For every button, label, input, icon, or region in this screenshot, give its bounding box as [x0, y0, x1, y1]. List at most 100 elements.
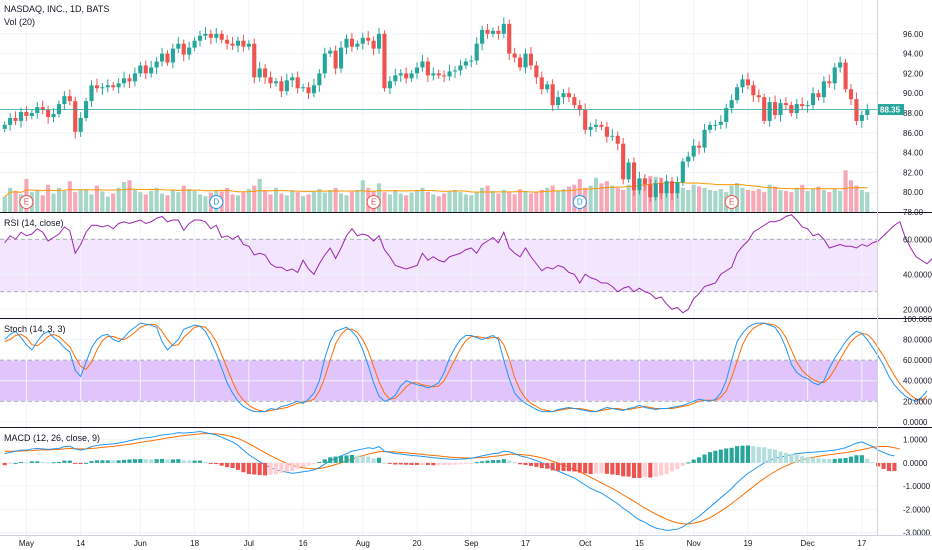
candle-body [301, 87, 306, 89]
candle-body [409, 73, 414, 79]
macd-hist-bar [176, 459, 181, 463]
candle-body [149, 67, 154, 74]
candle-body [854, 99, 859, 121]
candle-body [197, 35, 203, 41]
volume-bar [642, 182, 647, 212]
macd-hist-bar [452, 462, 458, 465]
macd-hist-bar [599, 462, 604, 474]
macd-hist-bar [208, 462, 213, 464]
candle-body [626, 162, 631, 180]
macd-hist-bar [78, 462, 83, 465]
macd-hist-bar [35, 461, 40, 463]
macd-hist-bar [697, 457, 702, 463]
candle-body [192, 40, 197, 48]
macd-hist-bar [263, 462, 268, 476]
dividend-badge[interactable]: D [209, 195, 224, 209]
candle-body [794, 104, 799, 113]
candle-body [485, 29, 490, 34]
volume-bar [322, 192, 327, 212]
macd-hist-bar [67, 460, 72, 463]
candle-body [328, 50, 333, 54]
candle-body [56, 104, 62, 114]
volume-bar [100, 191, 105, 212]
macd-hist-bar [333, 456, 338, 463]
volume-bar [263, 190, 268, 212]
candle-body [8, 117, 13, 125]
macd-hist-bar [485, 460, 490, 463]
macd-hist-bar [637, 462, 642, 479]
candle-body [545, 84, 550, 90]
candle-body [675, 182, 680, 194]
macd-hist-bar [702, 454, 707, 463]
macd-tick-label: -2.0000 [903, 505, 931, 514]
earnings-badge[interactable]: E [724, 195, 739, 209]
macd-hist-bar [219, 462, 224, 466]
volume-bar [518, 189, 523, 212]
candle-body [214, 33, 219, 38]
candle-body [691, 145, 696, 157]
candle-body [46, 110, 51, 117]
volume-bar [290, 190, 295, 212]
volume-bar [187, 189, 192, 212]
candle-body [181, 43, 186, 55]
candle-body [122, 78, 127, 84]
candle-body [111, 85, 116, 88]
candle-body [203, 33, 208, 36]
macd-tick-label: -3.0000 [903, 529, 931, 538]
macd-hist-bar [349, 454, 354, 463]
macd-hist-bar [686, 462, 691, 464]
volume-bar [762, 192, 767, 212]
volume-bar [78, 190, 83, 212]
candle-body [604, 126, 609, 137]
volume-ma-line [4, 181, 868, 197]
volume-bar [268, 194, 273, 212]
macd-hist-bar [295, 462, 300, 469]
macd-hist-bar [474, 462, 479, 464]
macd-hist-bar [669, 462, 675, 472]
volume-bar [631, 180, 637, 212]
volume-bar [593, 177, 599, 212]
candle-body [268, 77, 273, 84]
candle-body [414, 67, 420, 74]
candle-body [859, 114, 864, 121]
macd-hist-bar [626, 462, 631, 477]
macd-hist-bar [480, 461, 485, 463]
volume-bar [154, 187, 159, 212]
date-tick-label: Aug [356, 539, 370, 548]
volume-bar [534, 191, 539, 212]
dividend-badge[interactable]: D [572, 195, 587, 209]
macd-tick-label: 0.0000 [903, 459, 928, 468]
candle-body [686, 156, 691, 162]
candle-body [371, 40, 376, 49]
macd-hist-bar [279, 462, 284, 473]
volume-bar [848, 180, 854, 212]
macd-hist-bar [306, 462, 311, 466]
volume-bar [615, 187, 620, 212]
candle-body [279, 81, 284, 92]
date-tick-label: Sep [464, 539, 479, 548]
macd-hist-bar [767, 448, 772, 463]
volume-bar [838, 190, 843, 212]
candle-body [659, 183, 664, 194]
volume-bar [317, 189, 322, 212]
earnings-badge[interactable]: E [19, 195, 34, 209]
macd-hist-bar [843, 458, 848, 463]
macd-hist-bar [366, 456, 371, 463]
volume-bar [230, 194, 235, 212]
macd-hist-bar [621, 462, 626, 477]
macd-hist-bar [876, 462, 881, 467]
macd-hist-bar [230, 462, 235, 469]
volume-bar [740, 187, 745, 212]
macd-hist-bar [355, 455, 360, 463]
macd-hist-bar [507, 460, 512, 463]
volume-bar [62, 190, 67, 212]
earnings-badge[interactable]: E [366, 195, 381, 209]
candle-body [339, 47, 344, 69]
macd-hist-bar [24, 462, 29, 464]
candle-body [800, 104, 805, 107]
volume-bar [8, 187, 13, 212]
volume-bar [452, 190, 458, 212]
macd-hist-bar [490, 460, 496, 463]
